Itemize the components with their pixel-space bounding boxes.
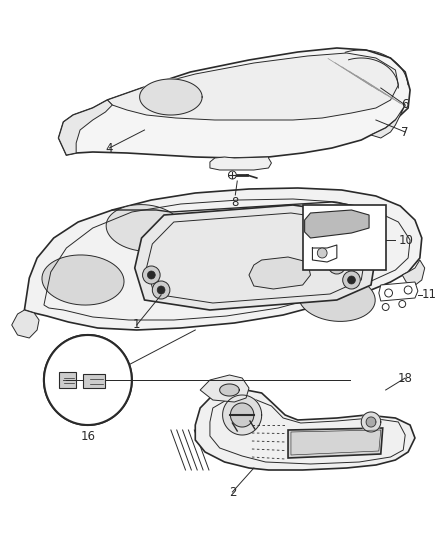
Text: 1: 1 <box>133 319 141 332</box>
Text: 6: 6 <box>402 99 409 111</box>
Polygon shape <box>106 205 183 252</box>
Circle shape <box>343 271 360 289</box>
Text: 4: 4 <box>106 141 113 155</box>
Polygon shape <box>83 374 106 388</box>
Circle shape <box>385 289 392 297</box>
Circle shape <box>157 286 165 294</box>
Text: 8: 8 <box>232 197 239 209</box>
Polygon shape <box>44 335 132 425</box>
Circle shape <box>399 301 406 308</box>
Text: 11: 11 <box>422 288 437 302</box>
Polygon shape <box>210 157 272 170</box>
Circle shape <box>382 303 389 311</box>
Circle shape <box>142 266 160 284</box>
Polygon shape <box>230 403 254 427</box>
Polygon shape <box>42 255 124 305</box>
Circle shape <box>229 171 236 179</box>
Circle shape <box>348 276 355 284</box>
Circle shape <box>317 248 327 258</box>
Polygon shape <box>135 205 376 310</box>
Polygon shape <box>304 210 369 238</box>
Text: 2: 2 <box>229 486 236 498</box>
Circle shape <box>404 286 412 294</box>
Circle shape <box>44 335 132 425</box>
Polygon shape <box>223 395 261 435</box>
Text: 10: 10 <box>398 233 413 246</box>
Text: 16: 16 <box>81 431 95 443</box>
Circle shape <box>333 261 341 269</box>
Text: 7: 7 <box>402 125 409 139</box>
Polygon shape <box>140 79 202 115</box>
Polygon shape <box>288 428 383 458</box>
Polygon shape <box>25 188 422 330</box>
Polygon shape <box>298 274 375 321</box>
Polygon shape <box>366 417 376 427</box>
Polygon shape <box>379 282 418 301</box>
Circle shape <box>152 281 170 299</box>
Bar <box>303 205 386 270</box>
Polygon shape <box>249 257 311 289</box>
Text: 18: 18 <box>398 372 413 384</box>
Circle shape <box>328 256 346 274</box>
Polygon shape <box>220 384 239 396</box>
Polygon shape <box>107 53 398 120</box>
Polygon shape <box>200 375 249 402</box>
Polygon shape <box>59 100 112 155</box>
Circle shape <box>148 271 155 279</box>
Polygon shape <box>59 48 410 158</box>
Polygon shape <box>361 412 381 432</box>
Polygon shape <box>371 105 405 138</box>
Polygon shape <box>59 372 76 388</box>
Polygon shape <box>195 390 415 470</box>
Polygon shape <box>12 310 39 338</box>
Polygon shape <box>402 260 425 286</box>
